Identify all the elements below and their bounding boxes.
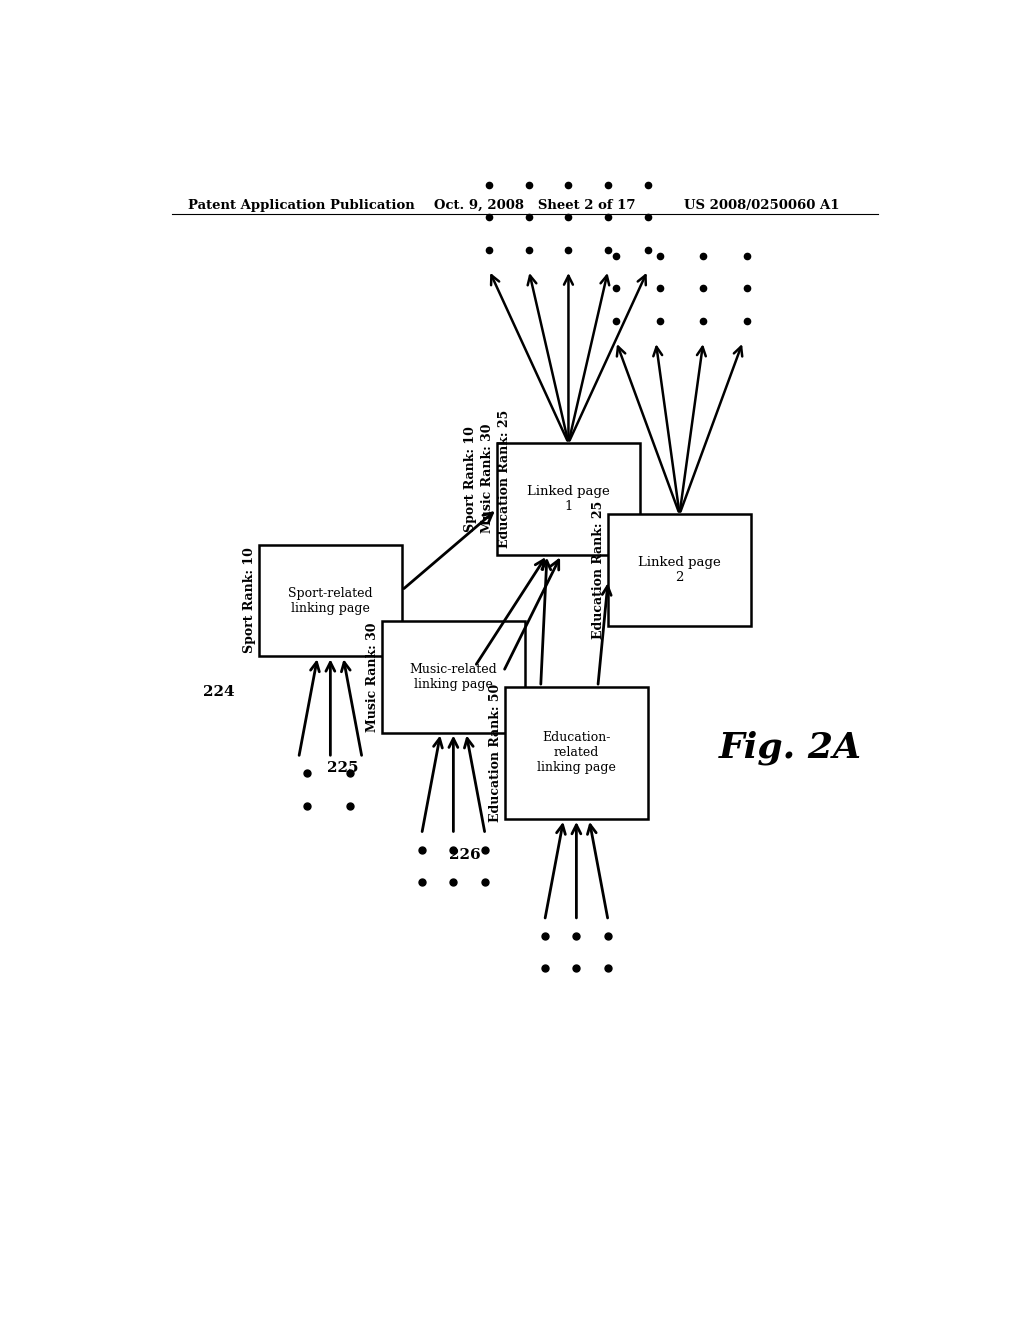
Text: Fig. 2A: Fig. 2A bbox=[719, 731, 862, 766]
Text: Music-related
linking page: Music-related linking page bbox=[410, 663, 498, 690]
Text: Patent Application Publication: Patent Application Publication bbox=[187, 199, 415, 213]
Bar bbox=[497, 444, 640, 554]
Text: 225: 225 bbox=[327, 762, 358, 775]
Text: Oct. 9, 2008   Sheet 2 of 17: Oct. 9, 2008 Sheet 2 of 17 bbox=[433, 199, 635, 213]
Text: US 2008/0250060 A1: US 2008/0250060 A1 bbox=[684, 199, 839, 213]
Text: Sport Rank: 10
Music Rank: 30
Education Rank: 25: Sport Rank: 10 Music Rank: 30 Education … bbox=[464, 409, 511, 548]
Bar bbox=[259, 545, 401, 656]
Text: 224: 224 bbox=[204, 685, 236, 698]
Text: Sport-related
linking page: Sport-related linking page bbox=[288, 586, 373, 615]
Text: Education Rank: 25: Education Rank: 25 bbox=[592, 500, 605, 639]
Bar bbox=[505, 686, 648, 818]
Text: Linked page
1: Linked page 1 bbox=[527, 484, 610, 513]
Text: Linked page
2: Linked page 2 bbox=[638, 556, 721, 583]
Text: Education-
related
linking page: Education- related linking page bbox=[537, 731, 615, 775]
Text: Education Rank: 50: Education Rank: 50 bbox=[488, 684, 502, 822]
Text: 226: 226 bbox=[450, 847, 481, 862]
Bar bbox=[382, 620, 524, 733]
Bar bbox=[608, 515, 751, 626]
Text: Sport Rank: 10: Sport Rank: 10 bbox=[243, 548, 256, 653]
Text: Music Rank: 30: Music Rank: 30 bbox=[366, 622, 379, 731]
